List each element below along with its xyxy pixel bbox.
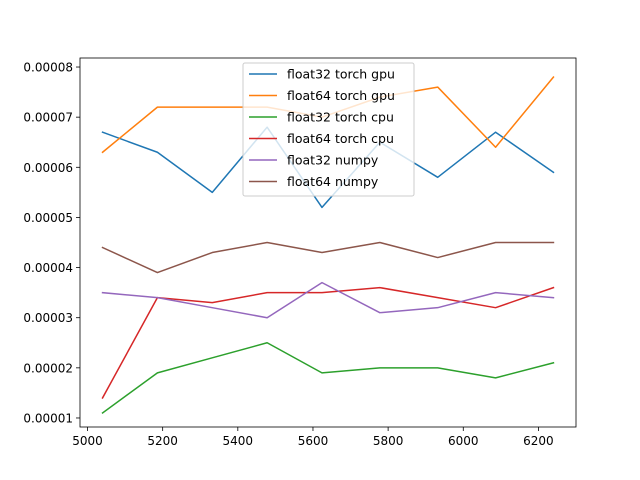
series-line-3	[101, 342, 555, 415]
legend-label: float64 numpy	[287, 174, 379, 189]
series-line-1	[101, 126, 555, 209]
x-tick-label: 6000	[448, 434, 479, 448]
legend: float32 torch gpu float64 torch gpu float3…	[242, 62, 415, 197]
series-line-4	[101, 286, 555, 399]
legend-label: float32 torch cpu	[287, 110, 394, 125]
y-tick-label: 0.00008	[23, 61, 73, 75]
y-tick-label: 0.00001	[23, 411, 73, 425]
series-line-6	[101, 241, 555, 274]
x-axis: 5000 5200 5400 5600 5800 6000 6200	[72, 427, 554, 448]
y-tick-label: 0.00005	[23, 211, 73, 225]
legend-label: float32 torch gpu	[287, 67, 395, 82]
legend-label: float32 numpy	[287, 153, 379, 168]
x-tick-label: 5200	[147, 434, 178, 448]
y-tick-label: 0.00006	[23, 161, 73, 175]
legend-label: float64 torch gpu	[287, 88, 395, 103]
y-tick-label: 0.00003	[23, 311, 73, 325]
x-tick-label: 5600	[298, 434, 329, 448]
x-tick-label: 6200	[523, 434, 554, 448]
x-tick-label: 5000	[72, 434, 103, 448]
x-tick-label: 5400	[223, 434, 254, 448]
legend-label: float64 torch cpu	[287, 131, 394, 146]
y-axis: 0.00001 0.00002 0.00003 0.00004 0.00005 0.000…	[23, 61, 80, 425]
y-tick-label: 0.00007	[23, 111, 73, 125]
y-tick-label: 0.00004	[23, 261, 73, 275]
series-line-5	[101, 281, 555, 319]
legend-box	[242, 62, 415, 197]
plot-frame	[79, 57, 577, 428]
y-tick-label: 0.00002	[23, 361, 73, 375]
x-tick-label: 5800	[373, 434, 404, 448]
